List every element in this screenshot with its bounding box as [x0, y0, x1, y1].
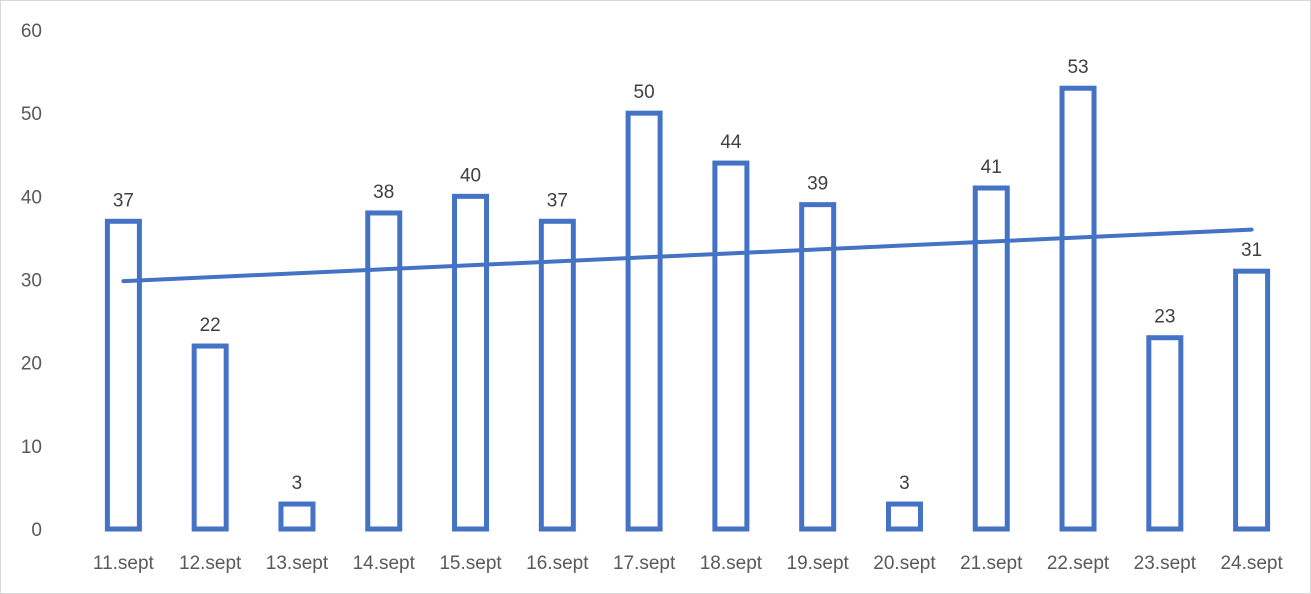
x-tick-label: 23.sept: [1134, 553, 1197, 574]
data-label: 38: [373, 182, 394, 203]
data-label: 53: [1067, 57, 1088, 78]
data-label: 41: [981, 157, 1002, 178]
data-labels: 37 22 3 38 40 37 50 44 39 3 41 53 23 31: [113, 57, 1262, 494]
y-tick-label: 50: [21, 104, 42, 125]
data-label: 40: [460, 165, 481, 186]
bar: [104, 218, 142, 532]
data-label: 39: [807, 174, 828, 195]
bar-series: [104, 85, 1271, 532]
y-tick-label: 30: [21, 271, 42, 292]
bar: [191, 343, 229, 532]
y-tick-label: 20: [21, 354, 42, 375]
bar: [1233, 268, 1271, 532]
x-tick-label: 12.sept: [179, 553, 242, 574]
data-label: 22: [200, 315, 221, 336]
bar: [885, 501, 923, 532]
trendline-group: [121, 227, 1254, 284]
bar: [712, 160, 750, 532]
bar: [452, 193, 490, 532]
y-tick-label: 60: [21, 21, 42, 42]
x-tick-label: 24.sept: [1220, 553, 1283, 574]
x-tick-label: 11.sept: [93, 553, 155, 574]
data-label: 44: [720, 132, 742, 153]
x-tick-label: 22.sept: [1047, 553, 1110, 574]
data-label: 50: [634, 82, 655, 103]
y-tick-label: 10: [21, 437, 42, 458]
x-tick-label: 16.sept: [526, 553, 589, 574]
x-tick-label: 19.sept: [787, 553, 850, 574]
x-tick-label: 13.sept: [266, 553, 329, 574]
bar: [538, 218, 576, 532]
data-label: 31: [1241, 240, 1262, 261]
bar: [625, 110, 663, 532]
x-axis-tick-labels: 11.sept 12.sept 13.sept 14.sept 15.sept 16.se…: [93, 553, 1284, 574]
x-tick-label: 18.sept: [700, 553, 763, 574]
x-tick-label: 17.sept: [613, 553, 676, 574]
y-axis-tick-labels: 0 10 20 30 40 50 60: [21, 21, 42, 541]
x-tick-label: 15.sept: [439, 553, 502, 574]
bar: [1146, 335, 1184, 532]
bar: [278, 501, 316, 532]
data-label: 37: [547, 190, 568, 211]
x-tick-label: 14.sept: [353, 553, 416, 574]
x-tick-label: 20.sept: [873, 553, 936, 574]
data-label: 23: [1154, 307, 1175, 328]
data-label: 37: [113, 190, 134, 211]
y-tick-label: 40: [21, 187, 42, 208]
trendline: [121, 227, 1254, 284]
x-tick-label: 21.sept: [960, 553, 1023, 574]
bar: [365, 210, 403, 532]
bar: [1059, 85, 1097, 532]
data-label: 3: [899, 473, 910, 494]
data-label: 3: [292, 473, 303, 494]
y-tick-label: 0: [31, 520, 42, 541]
bar: [799, 202, 837, 532]
bar: [972, 185, 1010, 532]
